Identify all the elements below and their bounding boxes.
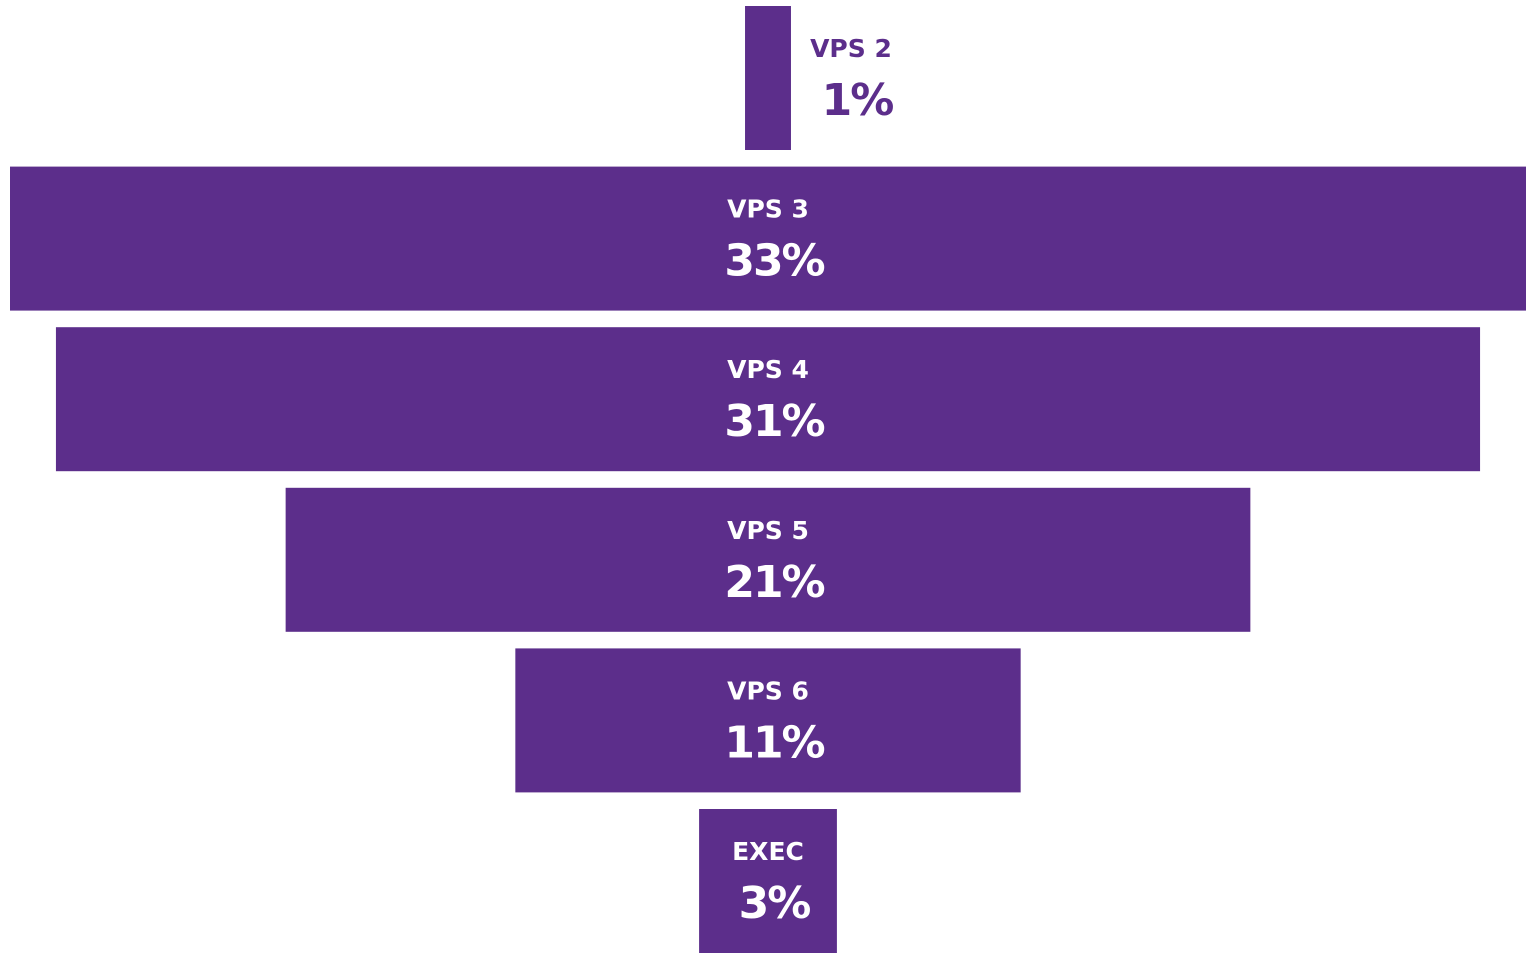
value-label: 31% (724, 396, 824, 447)
category-label: VPS 2 (810, 34, 892, 63)
value-label: 33% (724, 236, 824, 287)
funnel-bar (10, 166, 1526, 311)
category-label: VPS 3 (727, 195, 809, 224)
category-label: EXEC (732, 837, 804, 866)
funnel-bar (745, 6, 791, 150)
funnel-bar (285, 487, 1251, 632)
funnel-bar (515, 648, 1021, 793)
value-label: 1% (822, 75, 894, 126)
funnel-bar (699, 809, 837, 953)
category-label: VPS 5 (727, 516, 809, 545)
funnel-bar (55, 327, 1481, 472)
category-label: VPS 6 (727, 676, 809, 705)
category-label: VPS 4 (727, 355, 809, 384)
value-label: 3% (739, 878, 811, 929)
value-label: 21% (724, 557, 824, 608)
value-label: 11% (724, 717, 824, 768)
